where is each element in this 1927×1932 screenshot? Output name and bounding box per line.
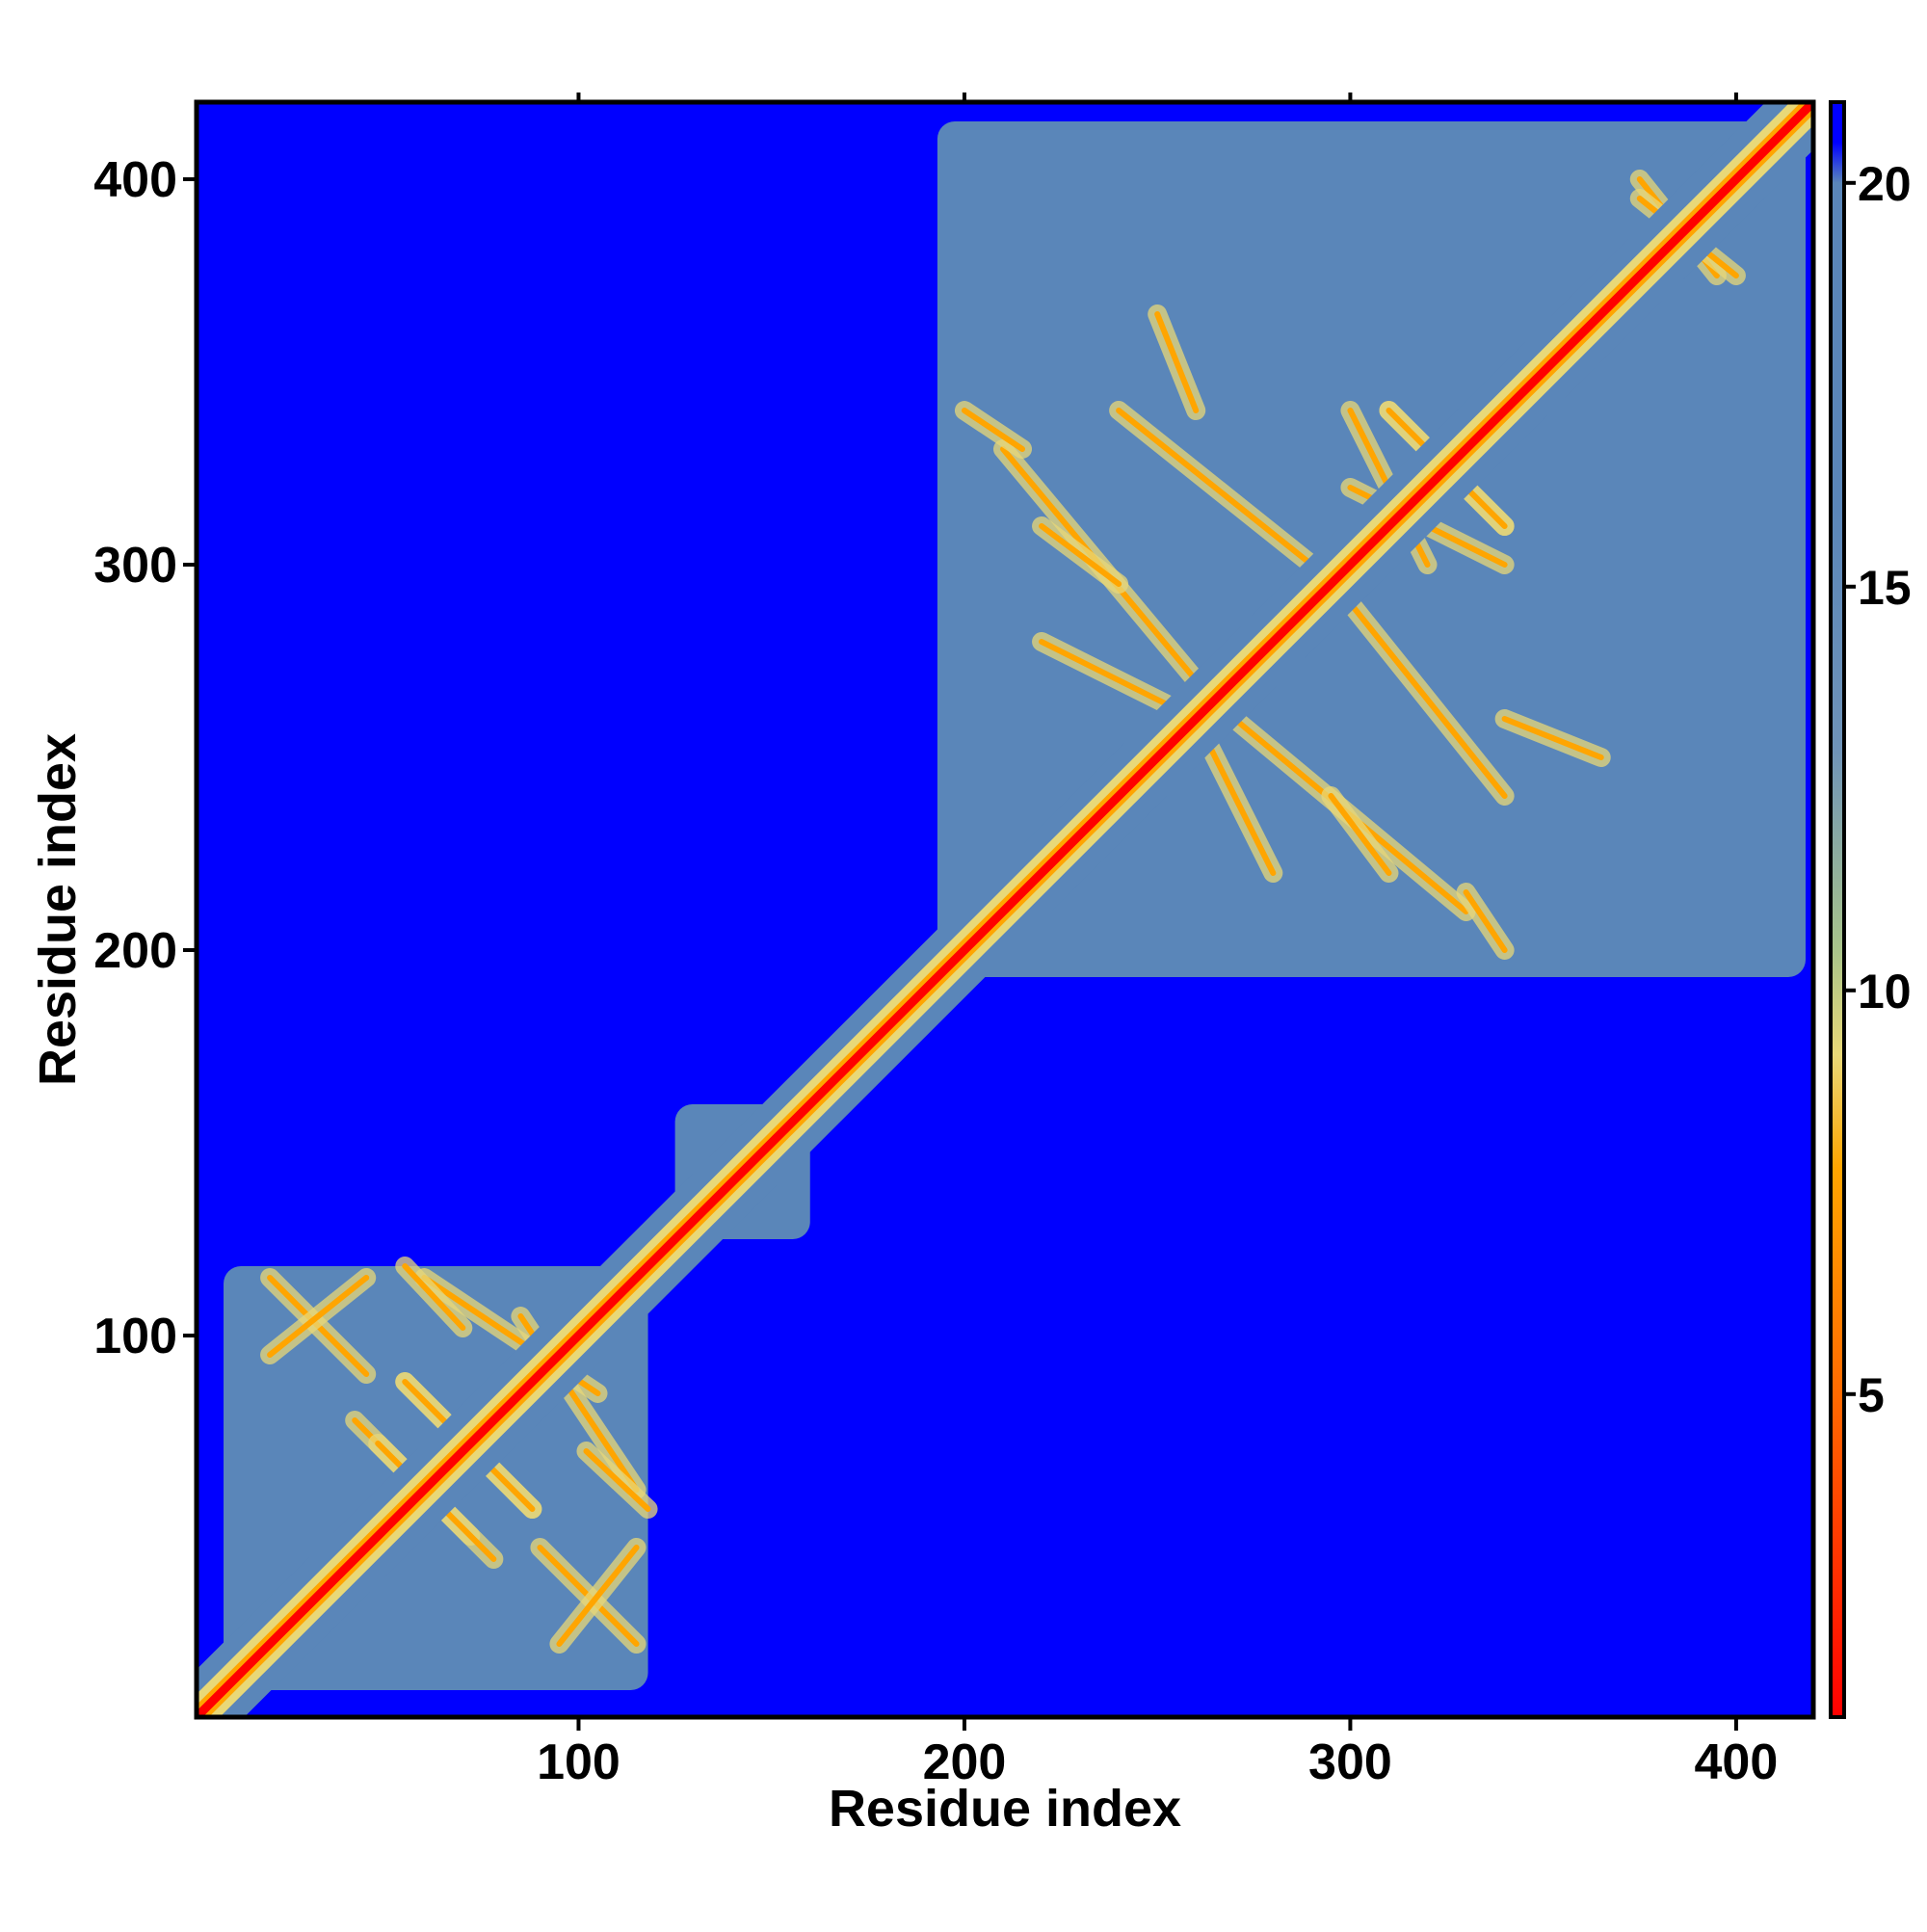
contact-band-13 (961, 408, 1026, 452)
y-axis-label: Residue index (29, 733, 87, 1086)
y-tick-label-400: 400 (93, 152, 177, 208)
x-axis-label: Residue index (829, 1780, 1181, 1838)
contact-band-4 (556, 1545, 640, 1647)
contact-band-10 (1501, 716, 1604, 760)
contact-band-5 (583, 1448, 651, 1512)
x-tick-label-100: 100 (537, 1734, 620, 1790)
colorbar-tick-label-15: 15 (1858, 561, 1912, 615)
y-tick-label-100: 100 (93, 1309, 177, 1364)
colorbar-tick-label-20: 20 (1858, 157, 1912, 211)
y-tick-label-200: 200 (93, 923, 177, 979)
contact-band-mirror-10 (1154, 311, 1200, 413)
contact-band-mirror-4 (267, 1275, 370, 1358)
contact-band-mirror-5 (402, 1263, 466, 1331)
contact-band-mirror-7 (1347, 600, 1508, 799)
x-tick-label-300: 300 (1308, 1734, 1392, 1790)
colorbar-tick-label-5: 5 (1858, 1368, 1885, 1422)
contact-band-mirror-13 (1463, 889, 1508, 953)
plot-frame (194, 99, 1816, 1720)
x-tick-label-400: 400 (1695, 1734, 1779, 1790)
heatmap-plot-area (197, 102, 1813, 1717)
contact-band-7 (1116, 408, 1315, 568)
y-tick-label-300: 300 (93, 538, 177, 594)
colorbar (1829, 100, 1846, 1719)
diagonal-line (197, 102, 1813, 1717)
colorbar-tick-label-10: 10 (1858, 965, 1912, 1019)
contact-band-14 (1039, 523, 1122, 587)
x-tick-label-200: 200 (923, 1734, 1007, 1790)
heatmap-content (197, 102, 1813, 1717)
contact-band-mirror-14 (1328, 793, 1392, 876)
